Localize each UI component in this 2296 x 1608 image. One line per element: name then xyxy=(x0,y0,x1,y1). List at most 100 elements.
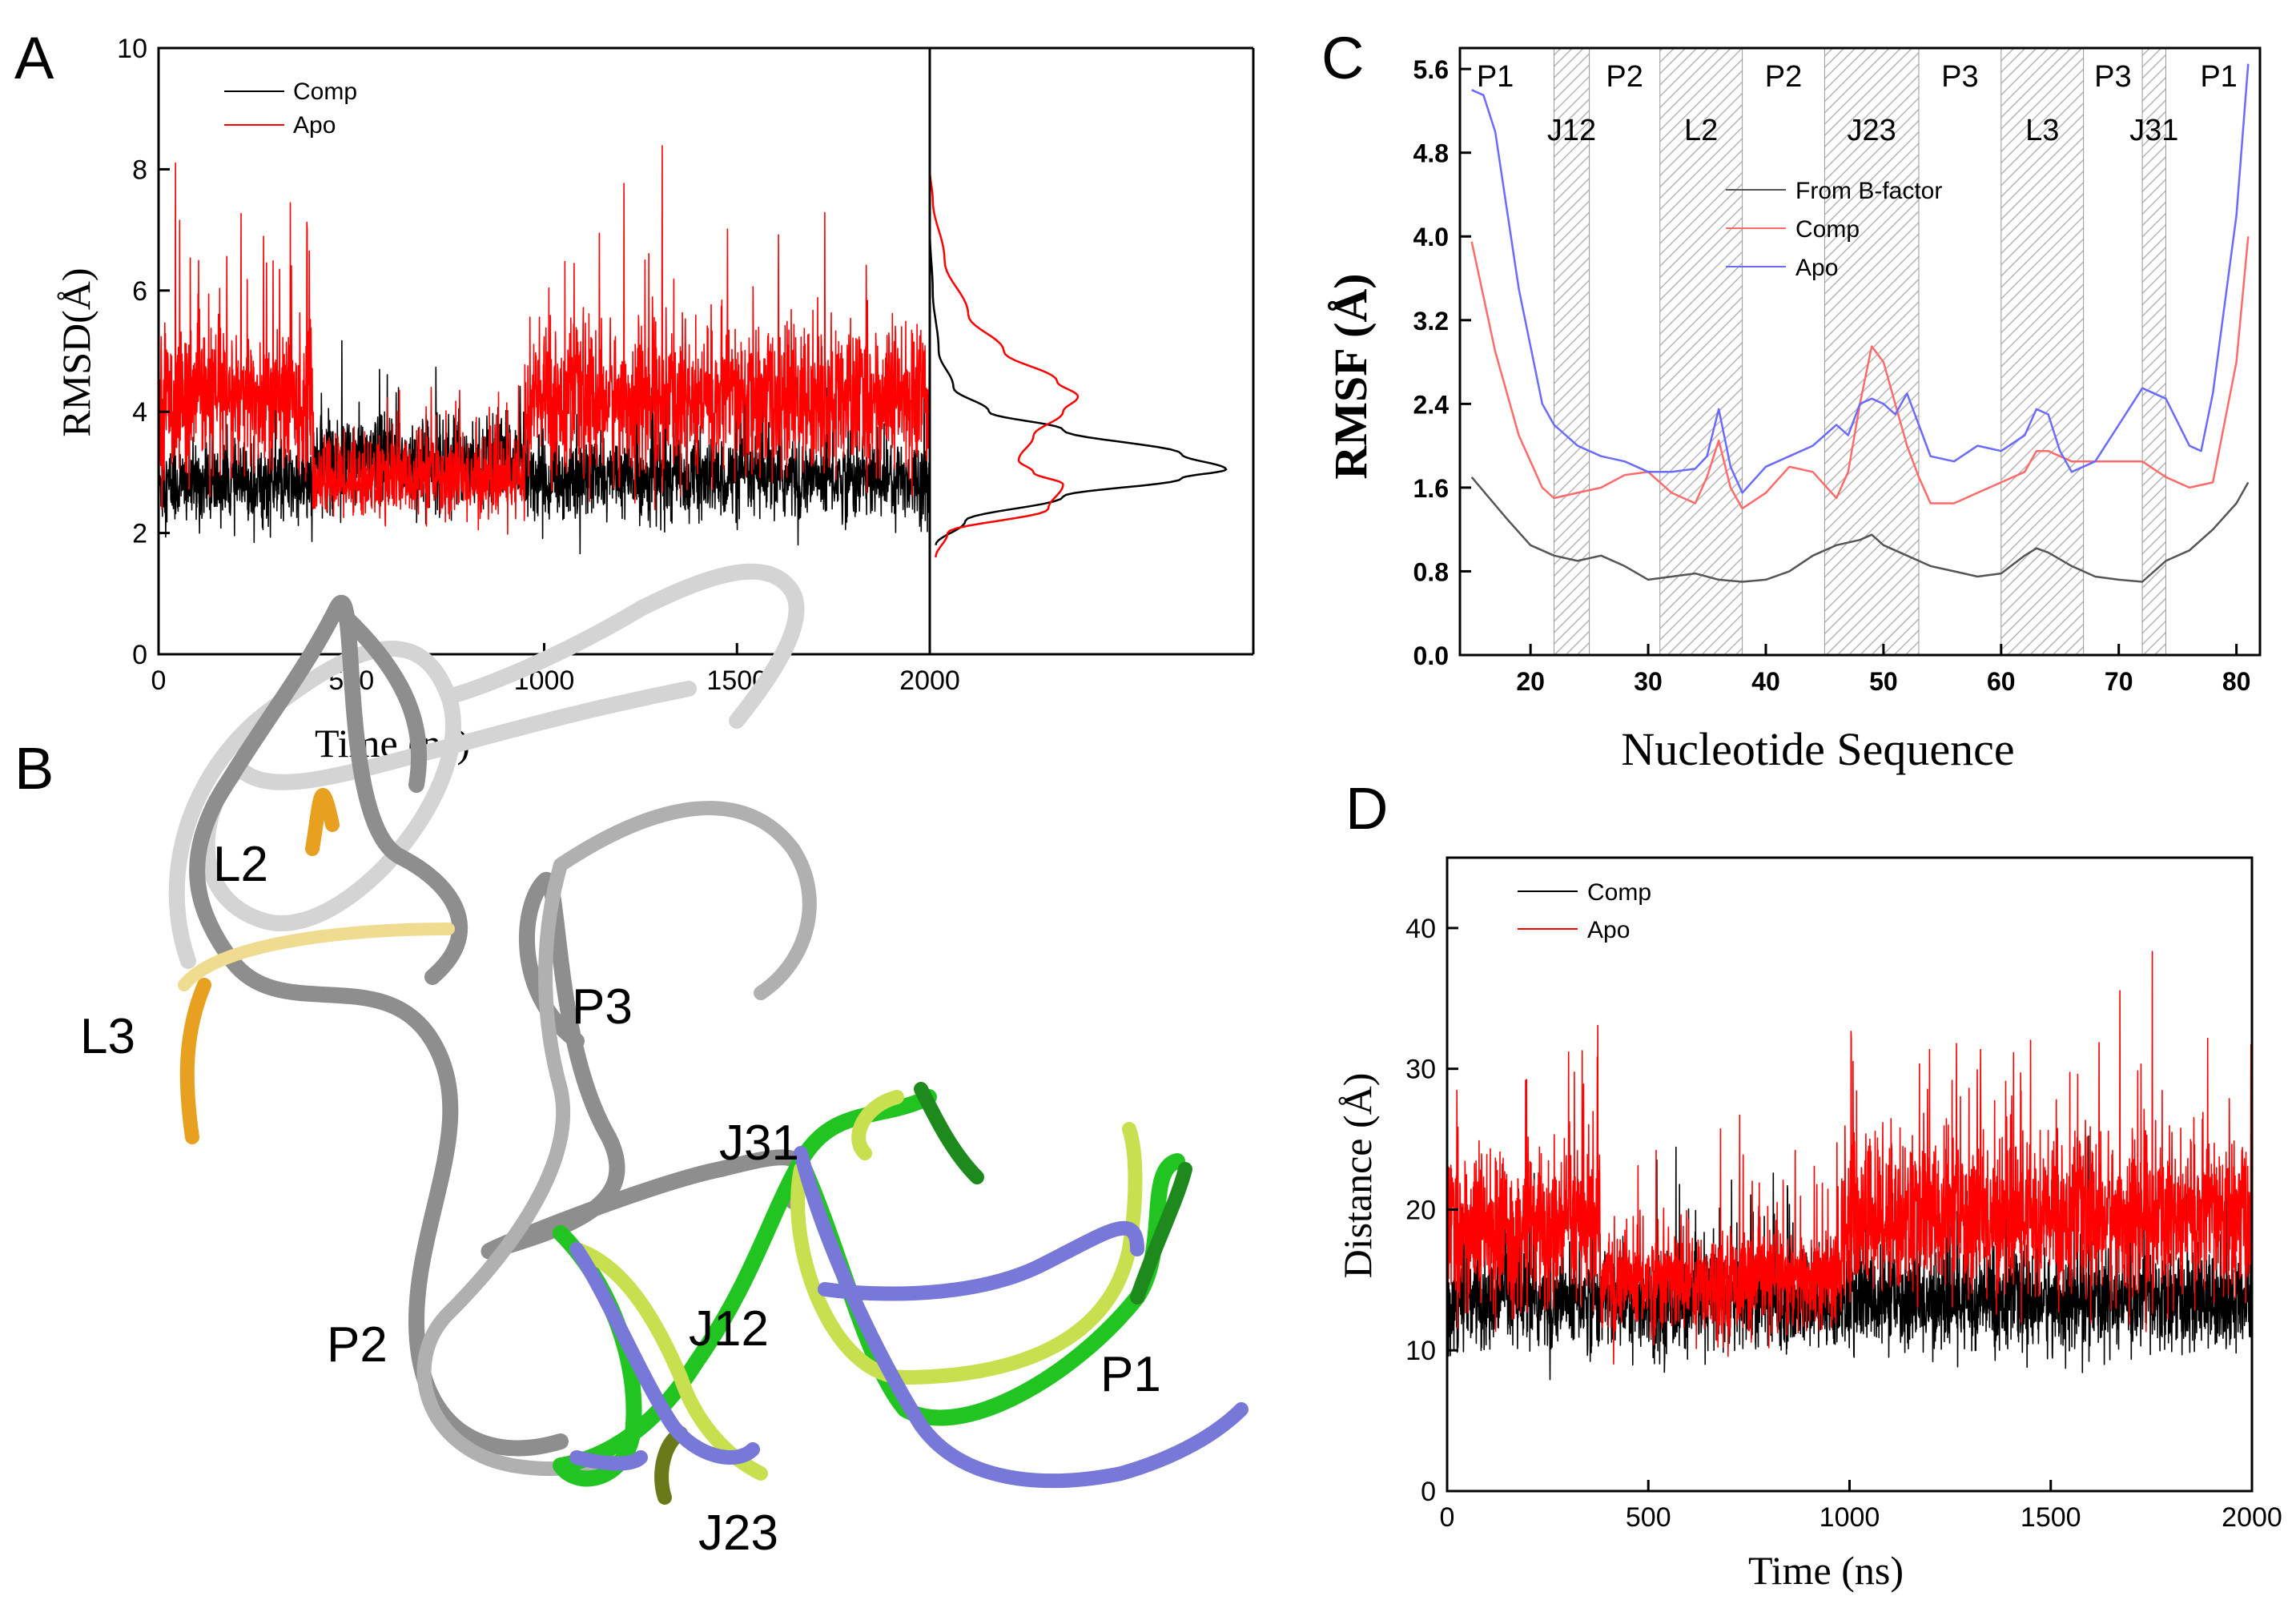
panel-c-rmsf: 20 30 40 50 60 70 80 0.0 0.8 1.6 2.4 3.2 4.0 4.8 5.6 P… xyxy=(1325,46,2262,775)
segment-label: P1 xyxy=(1477,60,1514,94)
y-tick-label: 0 xyxy=(132,640,147,670)
distribution-apo xyxy=(928,169,1080,558)
x-tick-label: 30 xyxy=(1634,667,1663,696)
panel-d-legend: Comp Apo xyxy=(1518,879,1651,943)
segment-label: P3 xyxy=(1941,60,1978,94)
structure-strand-blue xyxy=(569,1146,1249,1489)
series-apo xyxy=(1471,63,2250,494)
legend-d-comp-label: Comp xyxy=(1587,879,1651,906)
panel-label-d: D xyxy=(1345,775,1388,842)
panel-c-xlabel: Nucleotide Sequence xyxy=(1621,723,2014,775)
y-tick-label: 4.0 xyxy=(1413,223,1449,251)
panel-d-traces xyxy=(1447,951,2252,1381)
structure-label-l3: L3 xyxy=(80,1009,135,1064)
legend-c-comp-label: Comp xyxy=(1795,216,1860,243)
panel-d-distance: 0 500 1000 1500 2000 0 10 20 30 40 Comp Apo Time … xyxy=(1335,856,2282,1593)
y-tick-label: 2 xyxy=(132,519,147,549)
legend-c-bfactor-label: From B-factor xyxy=(1795,178,1942,204)
y-tick-label: 3.2 xyxy=(1413,307,1449,336)
y-tick-label: 4 xyxy=(132,397,147,428)
y-tick-label: 0 xyxy=(1421,1477,1436,1507)
segment-label: P3 xyxy=(2094,60,2131,94)
y-tick-label: 40 xyxy=(1405,914,1436,944)
y-tick-label: 8 xyxy=(132,155,147,185)
structure-loop-orange xyxy=(179,787,340,1144)
series-comp xyxy=(1470,236,2250,510)
series-comp-rmsd xyxy=(159,340,930,555)
structure-strand-olive xyxy=(654,1426,688,1505)
shaded-region-j12 xyxy=(1554,47,1590,656)
panel-a-ylabel: RMSD(Å) xyxy=(54,267,99,436)
legend-c-apo-label: Apo xyxy=(1795,255,1838,281)
legend-d-apo-label: Apo xyxy=(1587,917,1630,943)
series-apo-rmsd xyxy=(159,145,930,535)
structure-strand-grey-light xyxy=(168,563,805,969)
x-tick-label: 50 xyxy=(1869,667,1898,696)
structure-label-j23: J23 xyxy=(698,1505,778,1561)
segment-label: J23 xyxy=(1848,114,1896,147)
x-tick-label: 1000 xyxy=(1820,1502,1880,1533)
segment-label: L2 xyxy=(1684,114,1718,147)
shaded-region-l3 xyxy=(2000,47,2085,656)
distribution-comp xyxy=(928,230,1228,546)
y-tick-label: 2.4 xyxy=(1413,390,1450,419)
x-tick-label: 2000 xyxy=(2222,1502,2282,1533)
structure-strand-grey-dark xyxy=(189,594,809,1457)
panel-c-frame xyxy=(1458,46,2262,657)
structure-label-p3: P3 xyxy=(572,979,633,1035)
y-tick-label: 0.0 xyxy=(1413,641,1449,670)
x-tick-label: 0 xyxy=(1440,1502,1455,1533)
panel-c-legend: From B-factor Comp Apo xyxy=(1726,178,1942,281)
panel-c-shaded-regions xyxy=(1554,47,2166,656)
segment-label: P2 xyxy=(1765,60,1802,94)
panel-c-segment-labels: P1 J12 P2 L2 P2 J23 P3 L3 P3 J31 P1 xyxy=(1477,60,2238,147)
panel-c-axes: 20 30 40 50 60 70 80 0.0 0.8 1.6 2.4 3.2 4.0 4.8 5.6 xyxy=(1413,55,2251,696)
structure-strand-grey-mid xyxy=(416,801,817,1477)
segment-label: P2 xyxy=(1606,60,1643,94)
y-tick-label: 4.8 xyxy=(1413,139,1449,168)
x-tick-label: 80 xyxy=(2222,667,2251,696)
structure-strand-green-dark xyxy=(914,1082,1192,1304)
panel-a-legend: Comp Apo xyxy=(224,78,357,139)
y-tick-label: 30 xyxy=(1405,1055,1436,1085)
structure-loop-yellow xyxy=(178,923,455,991)
x-tick-label: 2000 xyxy=(899,665,960,696)
y-tick-label: 1.6 xyxy=(1413,474,1449,503)
x-tick-label: 500 xyxy=(1626,1502,1671,1533)
y-tick-label: 10 xyxy=(1405,1336,1436,1366)
y-tick-label: 10 xyxy=(117,34,147,64)
series-apo-distance xyxy=(1447,951,2252,1365)
structure-label-j12: J12 xyxy=(689,1301,769,1357)
legend-a-comp-label: Comp xyxy=(293,78,357,105)
panel-d-ylabel: Distance (Å) xyxy=(1335,1073,1380,1279)
x-tick-label: 0 xyxy=(151,665,167,696)
panel-label-a: A xyxy=(14,25,54,91)
segment-label: P1 xyxy=(2200,60,2237,94)
panel-label-c: C xyxy=(1321,25,1364,91)
structure-label-j31: J31 xyxy=(719,1116,799,1171)
x-tick-label: 70 xyxy=(2105,667,2133,696)
panel-label-b: B xyxy=(14,735,54,802)
y-tick-label: 20 xyxy=(1405,1195,1436,1225)
segment-label: J31 xyxy=(2129,114,2178,147)
panel-d-axes: 0 500 1000 1500 2000 0 10 20 30 40 xyxy=(1405,914,2282,1533)
series-from-b-factor xyxy=(1470,476,2250,583)
panel-c-lines xyxy=(1470,63,2250,583)
shaded-region-l2 xyxy=(1659,47,1743,656)
segment-label: L3 xyxy=(2025,114,2059,147)
x-tick-label: 40 xyxy=(1751,667,1780,696)
x-tick-label: 1500 xyxy=(2021,1502,2081,1533)
series-comp-distance xyxy=(1447,1135,2252,1381)
panel-a-traces xyxy=(159,145,930,555)
legend-a-apo-label: Apo xyxy=(293,112,336,139)
shaded-region-j31 xyxy=(2141,47,2166,656)
segment-label: J12 xyxy=(1547,114,1596,147)
y-tick-label: 0.8 xyxy=(1413,557,1449,586)
structure-label-p2: P2 xyxy=(327,1317,388,1373)
y-tick-label: 5.6 xyxy=(1413,55,1449,84)
panel-a-distribution xyxy=(928,169,1228,558)
x-tick-label: 60 xyxy=(1987,667,2016,696)
structure-label-l2: L2 xyxy=(213,837,268,892)
